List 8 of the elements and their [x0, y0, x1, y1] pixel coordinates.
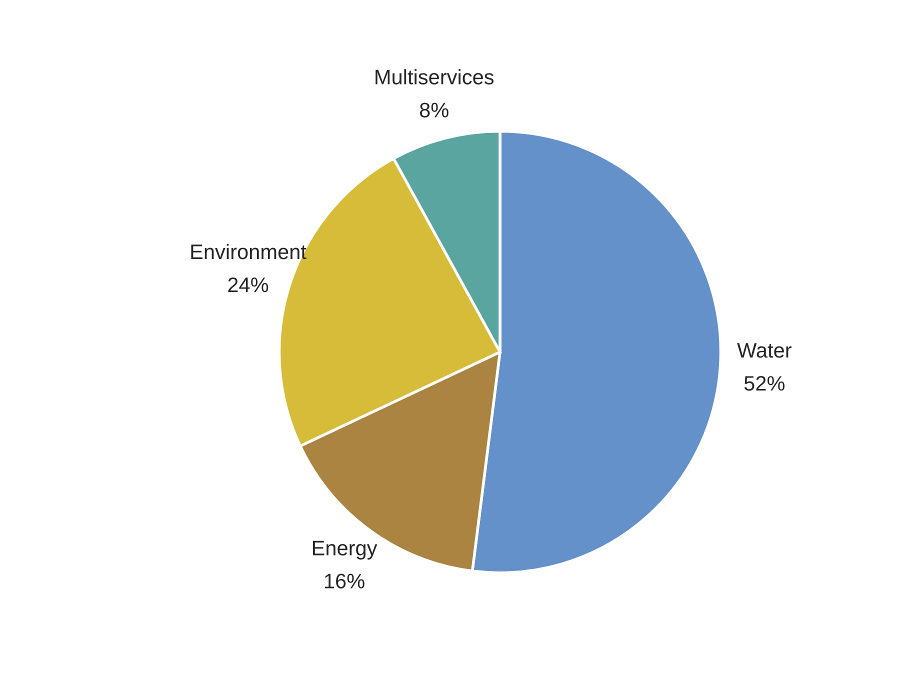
- slice-label: Water: [737, 343, 792, 358]
- data-label: 8%: [420, 102, 448, 118]
- slice-label: Energy: [312, 540, 378, 560]
- slice-label: Multiservices: [376, 69, 494, 84]
- data-label: 52%: [744, 376, 785, 391]
- data-label: 24%: [228, 277, 268, 292]
- slice-label: Environment: [191, 244, 306, 260]
- data-label: 16%: [325, 574, 364, 588]
